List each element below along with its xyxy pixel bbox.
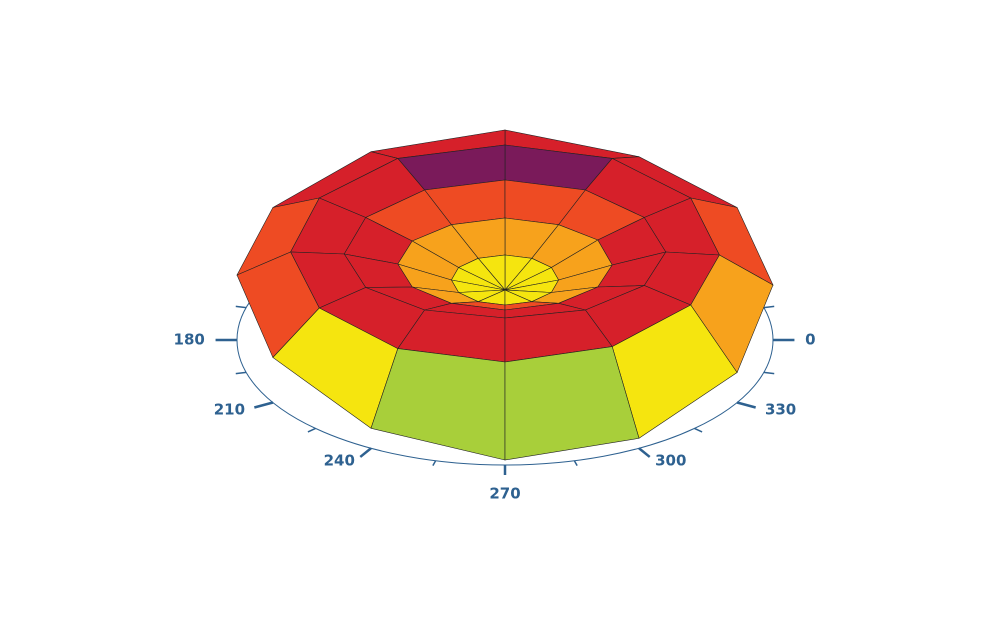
minor-tick bbox=[235, 371, 247, 375]
tick-mark bbox=[254, 401, 274, 409]
minor-tick bbox=[763, 371, 775, 375]
surface-cell bbox=[504, 346, 640, 461]
minor-tick bbox=[432, 460, 437, 466]
angle-label: 330 bbox=[765, 401, 796, 419]
angle-label: 270 bbox=[489, 485, 520, 503]
angle-label: 180 bbox=[174, 331, 205, 349]
tick-mark bbox=[359, 447, 372, 458]
angle-label: 240 bbox=[324, 452, 355, 470]
minor-tick bbox=[694, 427, 703, 433]
minor-tick bbox=[235, 305, 247, 309]
angle-label: 300 bbox=[655, 452, 686, 470]
minor-tick bbox=[307, 427, 316, 433]
minor-tick bbox=[763, 305, 775, 309]
angle-label: 210 bbox=[214, 401, 245, 419]
minor-tick bbox=[573, 460, 578, 466]
angle-label: 0 bbox=[805, 331, 815, 349]
tick-mark bbox=[736, 401, 756, 409]
tick-mark bbox=[638, 447, 651, 458]
